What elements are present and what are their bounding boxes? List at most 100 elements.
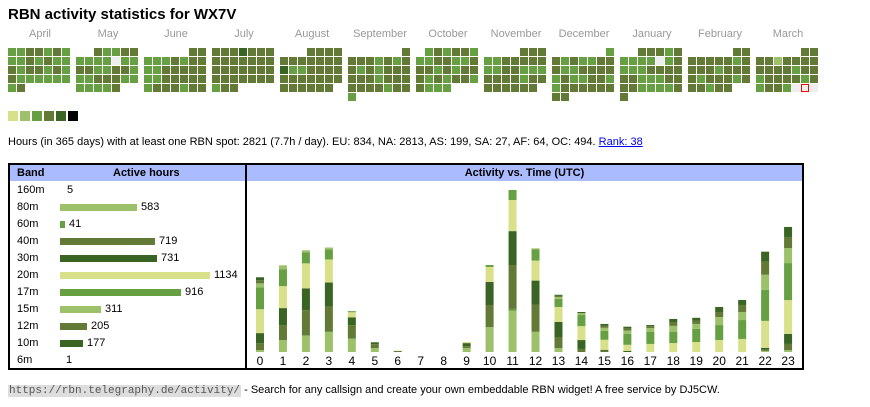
calendar-day-cell[interactable] bbox=[94, 75, 102, 83]
calendar-day-cell[interactable] bbox=[17, 84, 25, 92]
calendar-day-cell[interactable] bbox=[606, 48, 614, 56]
calendar-day-cell[interactable] bbox=[212, 84, 220, 92]
calendar-day-cell[interactable] bbox=[334, 66, 342, 74]
calendar-day-cell[interactable] bbox=[706, 57, 714, 65]
calendar-day-cell[interactable] bbox=[538, 48, 546, 56]
calendar-day-cell[interactable] bbox=[189, 75, 197, 83]
calendar-day-cell[interactable] bbox=[742, 57, 750, 65]
calendar-day-cell[interactable] bbox=[307, 57, 315, 65]
calendar-day-cell[interactable] bbox=[26, 66, 34, 74]
calendar-day-cell[interactable] bbox=[121, 75, 129, 83]
calendar-day-cell[interactable] bbox=[665, 75, 673, 83]
calendar-day-cell[interactable] bbox=[348, 75, 356, 83]
calendar-day-cell[interactable] bbox=[366, 84, 374, 92]
calendar-day-cell[interactable] bbox=[348, 93, 356, 101]
calendar-day-cell[interactable] bbox=[783, 84, 791, 92]
calendar-day-cell[interactable] bbox=[538, 75, 546, 83]
calendar-day-cell[interactable] bbox=[552, 57, 560, 65]
calendar-day-cell[interactable] bbox=[112, 84, 120, 92]
calendar-day-cell[interactable] bbox=[674, 66, 682, 74]
calendar-day-cell[interactable] bbox=[470, 66, 478, 74]
calendar-day-cell[interactable] bbox=[579, 57, 587, 65]
calendar-day-cell[interactable] bbox=[112, 57, 120, 65]
calendar-day-cell[interactable] bbox=[307, 84, 315, 92]
calendar-day-cell[interactable] bbox=[221, 48, 229, 56]
calendar-day-cell[interactable] bbox=[452, 57, 460, 65]
calendar-day-cell[interactable] bbox=[579, 84, 587, 92]
calendar-day-cell[interactable] bbox=[325, 84, 333, 92]
calendar-day-cell[interactable] bbox=[629, 75, 637, 83]
calendar-day-cell[interactable] bbox=[189, 66, 197, 74]
calendar-day-cell[interactable] bbox=[620, 93, 628, 101]
calendar-day-cell[interactable] bbox=[230, 57, 238, 65]
calendar-day-cell[interactable] bbox=[774, 66, 782, 74]
calendar-day-cell[interactable] bbox=[452, 48, 460, 56]
calendar-day-cell[interactable] bbox=[393, 57, 401, 65]
calendar-day-cell[interactable] bbox=[248, 75, 256, 83]
calendar-day-cell[interactable] bbox=[212, 75, 220, 83]
calendar-day-cell[interactable] bbox=[416, 84, 424, 92]
calendar-day-cell[interactable] bbox=[112, 66, 120, 74]
calendar-day-cell[interactable] bbox=[85, 66, 93, 74]
calendar-day-cell[interactable] bbox=[112, 75, 120, 83]
calendar-day-cell[interactable] bbox=[130, 48, 138, 56]
calendar-day-cell[interactable] bbox=[520, 84, 528, 92]
calendar-day-cell[interactable] bbox=[85, 57, 93, 65]
calendar-day-cell[interactable] bbox=[792, 84, 800, 92]
calendar-day-cell[interactable] bbox=[638, 66, 646, 74]
calendar-day-cell[interactable] bbox=[248, 66, 256, 74]
calendar-day-cell[interactable] bbox=[180, 66, 188, 74]
calendar-day-cell[interactable] bbox=[416, 75, 424, 83]
calendar-day-cell[interactable] bbox=[130, 75, 138, 83]
calendar-day-cell[interactable] bbox=[552, 75, 560, 83]
calendar-day-cell[interactable] bbox=[171, 66, 179, 74]
calendar-day-cell[interactable] bbox=[266, 75, 274, 83]
calendar-day-cell[interactable] bbox=[629, 84, 637, 92]
calendar-day-cell[interactable] bbox=[384, 84, 392, 92]
calendar-day-cell[interactable] bbox=[733, 75, 741, 83]
calendar-day-cell[interactable] bbox=[153, 84, 161, 92]
calendar-day-cell[interactable] bbox=[257, 57, 265, 65]
calendar-day-cell[interactable] bbox=[597, 66, 605, 74]
calendar-day-cell[interactable] bbox=[620, 66, 628, 74]
calendar-day-cell[interactable] bbox=[656, 57, 664, 65]
calendar-day-cell[interactable] bbox=[62, 75, 70, 83]
calendar-day-cell[interactable] bbox=[402, 84, 410, 92]
calendar-day-cell[interactable] bbox=[230, 48, 238, 56]
calendar-day-cell[interactable] bbox=[44, 75, 52, 83]
calendar-day-cell[interactable] bbox=[697, 75, 705, 83]
calendar-day-cell[interactable] bbox=[538, 57, 546, 65]
calendar-day-cell[interactable] bbox=[280, 57, 288, 65]
calendar-day-cell[interactable] bbox=[579, 75, 587, 83]
calendar-day-cell[interactable] bbox=[588, 57, 596, 65]
calendar-day-cell[interactable] bbox=[103, 48, 111, 56]
calendar-day-cell[interactable] bbox=[357, 66, 365, 74]
calendar-day-cell[interactable] bbox=[334, 75, 342, 83]
calendar-day-cell[interactable] bbox=[366, 75, 374, 83]
calendar-day-cell[interactable] bbox=[198, 57, 206, 65]
calendar-day-cell[interactable] bbox=[765, 84, 773, 92]
calendar-day-cell[interactable] bbox=[606, 57, 614, 65]
calendar-day-cell[interactable] bbox=[706, 84, 714, 92]
calendar-day-cell[interactable] bbox=[742, 66, 750, 74]
calendar-day-cell[interactable] bbox=[85, 84, 93, 92]
calendar-day-cell[interactable] bbox=[280, 84, 288, 92]
calendar-day-cell[interactable] bbox=[647, 84, 655, 92]
calendar-day-cell[interactable] bbox=[171, 84, 179, 92]
calendar-day-cell[interactable] bbox=[461, 57, 469, 65]
calendar-day-cell[interactable] bbox=[606, 84, 614, 92]
calendar-day-cell[interactable] bbox=[656, 66, 664, 74]
calendar-day-cell[interactable] bbox=[597, 57, 605, 65]
calendar-day-cell[interactable] bbox=[511, 84, 519, 92]
calendar-day-cell[interactable] bbox=[511, 66, 519, 74]
calendar-day-cell[interactable] bbox=[801, 75, 809, 83]
calendar-day-cell[interactable] bbox=[425, 66, 433, 74]
rank-link[interactable]: Rank: 38 bbox=[598, 136, 643, 148]
calendar-day-cell[interactable] bbox=[112, 48, 120, 56]
calendar-day-cell[interactable] bbox=[53, 66, 61, 74]
calendar-day-cell[interactable] bbox=[425, 75, 433, 83]
calendar-day-cell[interactable] bbox=[529, 48, 537, 56]
calendar-day-cell[interactable] bbox=[529, 84, 537, 92]
calendar-day-cell[interactable] bbox=[538, 66, 546, 74]
footer-url[interactable]: https://rbn.telegraphy.de/activity/ bbox=[8, 385, 242, 397]
